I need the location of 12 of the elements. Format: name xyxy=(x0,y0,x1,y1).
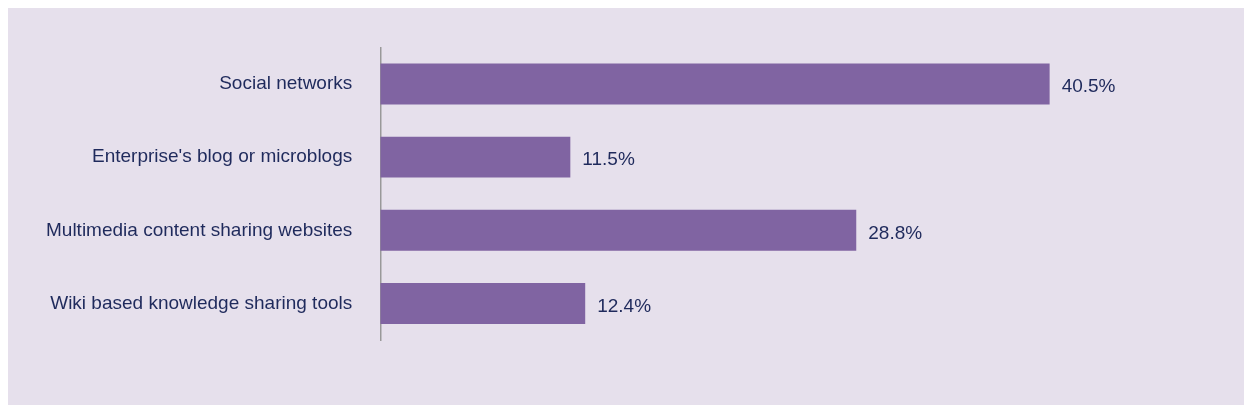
y-tick-label: Social networks xyxy=(219,72,353,94)
bar xyxy=(380,209,857,251)
bar xyxy=(380,136,571,178)
y-tick-label: Multimedia content sharing websites xyxy=(46,218,353,240)
data-label: 12.4% xyxy=(597,294,652,316)
y-tick-label: Enterprise's blog or microblogs xyxy=(92,145,353,167)
bar xyxy=(380,63,1050,105)
y-tick-label: Wiki based knowledge sharing tools xyxy=(50,291,353,313)
bar xyxy=(380,282,586,324)
data-label: 28.8% xyxy=(868,221,923,243)
data-label: 40.5% xyxy=(1061,75,1116,97)
data-label: 11.5% xyxy=(582,148,635,170)
